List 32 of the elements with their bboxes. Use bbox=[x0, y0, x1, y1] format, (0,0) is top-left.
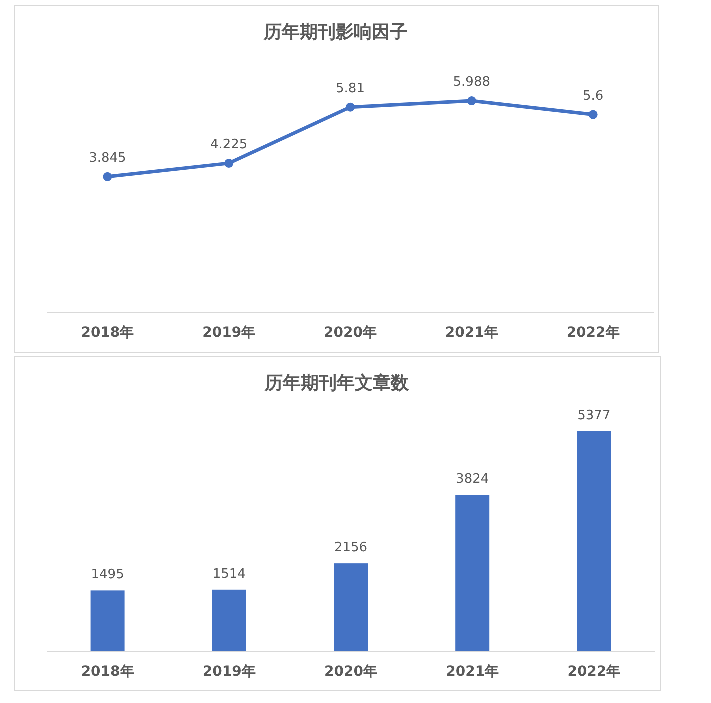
chart-title: 历年期刊影响因子 bbox=[263, 22, 408, 43]
x-tick-label: 2018年 bbox=[81, 325, 134, 341]
point bbox=[103, 172, 112, 182]
data-label: 5377 bbox=[578, 408, 611, 424]
x-tick-label: 2019年 bbox=[202, 664, 256, 680]
data-label: 5.988 bbox=[453, 75, 491, 90]
data-label: 5.81 bbox=[336, 81, 365, 96]
data-label: 3824 bbox=[456, 472, 490, 488]
bar bbox=[212, 590, 246, 652]
x-tick-label: 2020年 bbox=[324, 664, 378, 680]
bar bbox=[90, 590, 125, 652]
x-tick-label: 2018年 bbox=[81, 664, 134, 680]
x-tick-label: 2021年 bbox=[446, 664, 500, 680]
x-tick-label: 2022年 bbox=[566, 325, 620, 341]
data-label: 5.6 bbox=[582, 88, 604, 104]
data-label: 3.845 bbox=[89, 150, 126, 166]
x-tick-label: 2019年 bbox=[202, 325, 256, 341]
x-tick-label: 2022年 bbox=[568, 664, 621, 680]
bar bbox=[334, 564, 368, 652]
bar bbox=[577, 431, 612, 652]
point bbox=[346, 102, 355, 112]
point bbox=[467, 96, 476, 106]
data-label: 2156 bbox=[334, 540, 368, 556]
x-tick-label: 2021年 bbox=[445, 325, 498, 341]
bar bbox=[456, 495, 490, 652]
data-label: 1514 bbox=[212, 566, 246, 582]
point bbox=[588, 110, 598, 120]
data-label: 1495 bbox=[91, 568, 124, 583]
point bbox=[224, 158, 234, 168]
chart-title: 历年期刊年文章数 bbox=[264, 373, 410, 394]
data-label: 4.225 bbox=[210, 137, 248, 152]
x-tick-label: 2020年 bbox=[324, 325, 377, 341]
